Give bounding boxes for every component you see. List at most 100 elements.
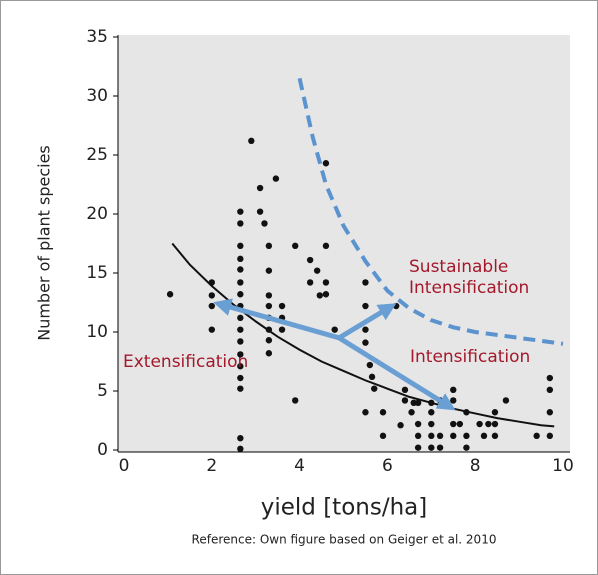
point: [414, 399, 422, 406]
point: [265, 350, 273, 357]
point: [362, 302, 369, 310]
point: [237, 255, 244, 263]
point: [292, 397, 299, 404]
point: [322, 291, 330, 298]
point: [331, 326, 338, 333]
point: [450, 420, 457, 428]
point: [436, 432, 444, 440]
x-tick-label: 2: [206, 456, 217, 476]
x-tick-label: 6: [382, 456, 393, 476]
point: [546, 409, 554, 416]
point: [476, 420, 483, 428]
point: [272, 175, 280, 182]
point: [379, 432, 387, 440]
point: [546, 374, 554, 382]
y-tick-label: 30: [86, 86, 108, 106]
plot-area: [118, 35, 570, 452]
point: [316, 292, 323, 299]
point: [379, 409, 387, 416]
point: [256, 208, 264, 215]
point: [237, 351, 244, 358]
y-tick-label: 0: [97, 440, 108, 460]
point: [237, 385, 244, 392]
arrow: [213, 298, 340, 341]
point: [410, 399, 417, 406]
point: [208, 326, 215, 333]
point: [463, 432, 470, 440]
point: [546, 432, 554, 440]
point: [237, 314, 244, 322]
point: [502, 397, 510, 404]
point: [491, 432, 499, 440]
annotation: Sustainable: [409, 257, 508, 277]
y-tick-label: 20: [86, 204, 108, 224]
point: [362, 339, 369, 346]
point: [237, 242, 244, 250]
annotation: Extensification: [123, 352, 248, 372]
point: [485, 420, 492, 428]
point: [237, 291, 244, 298]
point: [237, 374, 244, 382]
y-tick-label: 35: [86, 27, 108, 47]
point: [237, 445, 244, 453]
y-tick-label: 5: [97, 381, 108, 401]
point: [208, 302, 215, 310]
annotation: Intensification: [410, 347, 530, 367]
x-axis-label: yield [tons/ha]: [261, 495, 427, 521]
point: [237, 220, 244, 227]
point: [265, 292, 273, 299]
point: [237, 208, 244, 215]
point: [256, 184, 264, 192]
point: [278, 326, 286, 333]
arrow: [337, 303, 397, 341]
y-tick-label: 25: [86, 145, 108, 165]
annotation: Intensification: [409, 278, 529, 298]
point: [428, 432, 435, 440]
arrow: [337, 335, 456, 411]
point: [261, 220, 268, 227]
point: [265, 267, 273, 274]
point: [265, 302, 273, 310]
point: [428, 409, 435, 416]
point: [237, 326, 244, 333]
point: [480, 432, 488, 440]
point: [322, 279, 330, 286]
point: [428, 399, 435, 406]
point: [306, 256, 314, 264]
point: [265, 337, 273, 344]
x-tick-label: 8: [470, 456, 481, 476]
point: [265, 242, 273, 250]
point: [456, 420, 464, 428]
point: [208, 292, 215, 299]
point: [237, 338, 244, 345]
dashed-curve: [297, 77, 564, 346]
point: [414, 444, 422, 451]
point: [450, 397, 457, 404]
y-tick-label: 15: [86, 263, 108, 283]
point: [533, 432, 540, 440]
point: [450, 386, 457, 394]
point: [362, 279, 369, 286]
point: [368, 373, 376, 381]
x-tick-label: 0: [119, 456, 130, 476]
point: [322, 160, 330, 167]
point: [306, 279, 314, 286]
point: [428, 420, 435, 428]
point: [237, 279, 244, 286]
point: [208, 279, 215, 286]
point: [322, 242, 330, 250]
point: [237, 266, 244, 273]
point: [491, 420, 499, 428]
point: [278, 302, 286, 310]
point: [450, 432, 457, 440]
point: [463, 444, 470, 451]
y-axis-label: Number of plant species: [35, 145, 54, 341]
point: [397, 422, 404, 429]
point: [313, 267, 321, 274]
point: [392, 302, 400, 310]
point: [366, 361, 374, 369]
point: [237, 363, 244, 370]
point: [436, 444, 444, 451]
point: [248, 137, 255, 145]
